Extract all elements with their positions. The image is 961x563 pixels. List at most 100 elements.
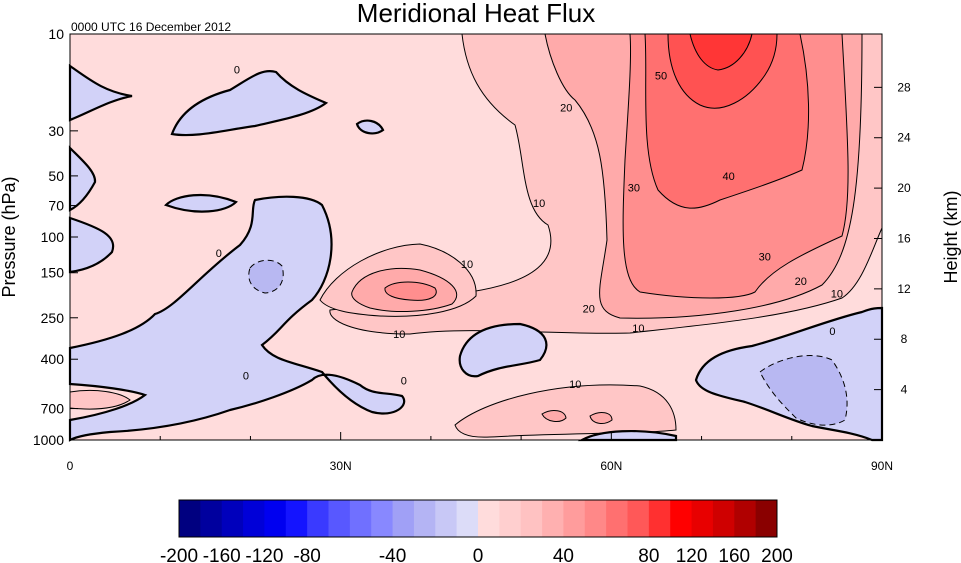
colorbar-swatch [648,500,671,537]
flux-region-lower-20 [541,410,567,422]
flux-region-50-60 [667,33,778,109]
colorbar-swatch [328,500,351,537]
flux-region-neg-strato-a [170,70,329,137]
x-tick-label: 30N [330,459,352,473]
colorbar-swatch [243,500,265,537]
colorbar-swatch [670,500,693,537]
flux-region-sw-10 [69,389,131,410]
height-tick-label: 12 [897,282,911,296]
colorbar: -200 -160 -120 -80 -40 0 40 80 120 160 200 [160,499,793,563]
y-tick-label: 700 [41,401,65,417]
colorbar-swatch [200,500,223,537]
colorbar-swatch [221,500,244,537]
flux-region-neg-west-edge-c [68,216,115,274]
contour-label: 30 [628,182,640,194]
y-tick-label: 10 [48,26,64,42]
contour-label: 0 [216,248,222,260]
colorbar-swatch [542,500,564,537]
colorbar-tick-label: -200 [160,546,198,563]
height-tick-label: 24 [897,131,911,145]
x-tick-label: 60N [600,459,622,473]
y-tick-label: 1000 [33,432,64,448]
colorbar-swatch [712,500,735,537]
contour-label: 30 [759,252,771,264]
contour-label: 10 [569,379,581,391]
height-tick-label: 8 [901,332,908,346]
colorbar-tick-label: 80 [638,546,659,563]
colorbar-tick-label: 0 [473,546,484,563]
contour-label: 40 [722,171,734,183]
colorbar-tick-label: -160 [203,546,241,563]
colorbar-swatch [264,500,287,537]
colorbar-tick-label: 200 [761,546,793,563]
contour-label: 20 [795,276,807,288]
flux-region-neg-surface [577,429,678,442]
x-tick-label: 90N [871,459,893,473]
colorbar-swatch [734,500,757,537]
chart-title: Meridional Heat Flux [357,0,595,28]
contour-label: 0 [243,370,249,382]
contour-label: 10 [533,198,545,210]
flux-region-neg-strato-c [355,119,385,135]
colorbar-tick-label: 160 [718,546,750,563]
contour-label: 10 [461,259,473,271]
colorbar-swatch [307,500,329,537]
colorbar-swatch [478,500,500,537]
contour-label: 50 [655,70,667,82]
height-tick-label: 20 [897,181,911,195]
height-tick-label: 28 [897,80,911,94]
colorbar-frame [178,499,778,538]
colorbar-swatch [691,500,714,537]
contour-label: 0 [829,326,835,338]
contour-label: 20 [583,303,595,315]
colorbar-tick-label: 120 [676,546,708,563]
flux-region-lower-20b [589,412,613,424]
y-tick-label: 30 [48,123,64,139]
contour-label: 10 [632,323,644,335]
contour-label: 0 [401,376,407,388]
flux-region-neg-dashed [248,259,284,294]
colorbar-swatch [627,500,650,537]
colorbar-swatch [563,500,586,537]
x-tick-label: 0 [67,459,74,473]
colorbar-swatch [349,500,372,537]
colorbar-swatch [435,500,458,537]
flux-region-neg-polar-dashed [759,355,848,426]
y-tick-label: 400 [41,351,65,367]
colorbar-tick-label: -40 [379,546,406,563]
axes: 0 30N 60N 90N103050701001502504007001000282… [33,26,911,473]
flux-region-60-plus [689,33,753,71]
y-axis-label: Pressure (hPa) [0,176,19,297]
flux-region-subtropical-30 [384,281,437,301]
y-axis-label-right: Height (km) [941,190,961,283]
colorbar-swatch [606,500,628,537]
flux-region-neg-strato-b [164,193,238,213]
contour-label: 10 [831,289,843,301]
colorbar-swatch [520,500,543,537]
colorbar-swatch [755,500,778,537]
y-tick-label: 70 [48,198,64,214]
colorbar-tick-label: 40 [553,546,574,563]
colorbar-swatch [584,500,607,537]
y-tick-label: 150 [41,265,65,281]
colorbar-swatch [499,500,522,537]
contour-label: 10 [393,329,405,341]
y-tick-label: 100 [41,229,65,245]
contour-label: 0 [234,65,240,77]
contour-label: 20 [560,102,572,114]
colorbar-tick-label: -120 [245,546,283,563]
height-tick-label: 16 [897,231,911,245]
colorbar-swatch [392,500,415,537]
flux-region-neg-westrop [68,195,406,442]
colorbar-swatch [456,500,479,537]
colorbar-swatch [413,500,436,537]
colorbar-swatch [371,500,394,537]
flux-region-neg-mid [458,322,548,378]
colorbar-swatch [179,500,201,537]
flux-region-neg-west-edge-b [68,145,97,212]
colorbar-swatch [285,500,308,537]
y-tick-label: 250 [41,310,65,326]
chart-subtitle: 0000 UTC 16 December 2012 [71,20,231,34]
y-tick-label: 50 [48,168,64,184]
